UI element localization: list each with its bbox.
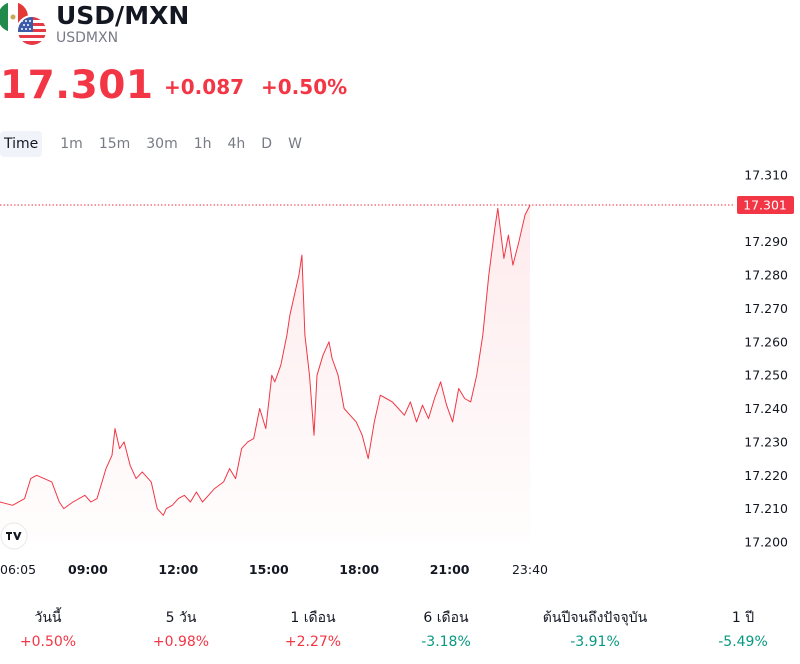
price-change: +0.087: [164, 75, 245, 99]
x-tick-label: 12:00: [158, 562, 198, 577]
price-axis: 17.31017.30017.29017.28017.27017.26017.2…: [744, 168, 788, 550]
price-area-fill: [0, 205, 531, 542]
x-tick-label: 23:40: [512, 562, 548, 577]
x-tick-label: 18:00: [339, 562, 379, 577]
perf-label: 1 ปี: [731, 610, 755, 626]
perf-value: -3.91%: [570, 634, 620, 650]
current-price-label: 17.301: [743, 198, 787, 213]
tab-15m[interactable]: 15m: [98, 136, 131, 152]
y-tick-label: 17.280: [744, 268, 788, 283]
perf-label: 5 วัน: [165, 610, 197, 626]
perf-ytd[interactable]: ต้นปีจนถึงปัจจุบัน -3.91%: [510, 607, 680, 653]
x-tick-label: 09:00: [68, 562, 108, 577]
perf-1-year[interactable]: 1 ปี -5.49%: [673, 607, 800, 653]
perf-label: ต้นปีจนถึงปัจจุบัน: [542, 610, 648, 626]
perf-today[interactable]: วันนี้ +0.50%: [0, 607, 118, 653]
perf-value: -3.18%: [421, 634, 471, 650]
current-price-marker: 17.301: [737, 196, 794, 214]
price-chart[interactable]: 17.31017.30017.29017.28017.27017.26017.2…: [0, 160, 800, 590]
us-flag-icon: [16, 15, 48, 47]
perf-value: +0.98%: [152, 634, 210, 650]
tab-4h[interactable]: 4h: [227, 136, 246, 152]
tab-d[interactable]: D: [261, 136, 273, 152]
symbol-header: USD/MXN USDMXN: [0, 0, 800, 60]
y-tick-label: 17.220: [744, 468, 788, 483]
last-price: 17.301: [0, 63, 154, 108]
x-tick-label: 06:05: [0, 562, 36, 577]
tradingview-logo-icon[interactable]: [0, 522, 28, 550]
y-tick-label: 17.310: [744, 168, 788, 183]
x-tick-label: 21:00: [430, 562, 470, 577]
y-tick-label: 17.270: [744, 301, 788, 316]
y-tick-label: 17.230: [744, 434, 788, 449]
timeframe-tabs: Time 1m 15m 30m 1h 4h D W: [0, 131, 310, 157]
perf-value: -5.49%: [718, 634, 768, 650]
time-axis: 06:05 09:00 12:00 15:00 18:00 21:00 23:40: [0, 562, 548, 577]
y-tick-label: 17.250: [744, 368, 788, 383]
perf-1-month[interactable]: 1 เดือน +2.27%: [243, 607, 383, 653]
tab-time[interactable]: Time: [0, 131, 43, 157]
y-tick-label: 17.290: [744, 234, 788, 249]
symbol-title: USD/MXN: [56, 1, 190, 30]
price-line: [0, 204, 531, 516]
tab-1m[interactable]: 1m: [60, 136, 83, 152]
symbol-subtitle: USDMXN: [56, 30, 119, 46]
price-change-percent: +0.50%: [261, 75, 348, 99]
y-tick-label: 17.260: [744, 334, 788, 349]
perf-label: วันนี้: [34, 610, 62, 626]
perf-6-months[interactable]: 6 เดือน -3.18%: [376, 607, 516, 653]
perf-value: +0.50%: [19, 634, 77, 650]
perf-value: +2.27%: [284, 634, 342, 650]
perf-label: 6 เดือน: [423, 610, 469, 626]
y-tick-label: 17.240: [744, 401, 788, 416]
current-price-tag: [737, 196, 794, 214]
perf-5-days[interactable]: 5 วัน +0.98%: [111, 607, 251, 653]
perf-label: 1 เดือน: [290, 610, 336, 626]
tab-w[interactable]: W: [288, 136, 302, 152]
y-tick-label: 17.200: [744, 535, 788, 550]
tab-30m[interactable]: 30m: [146, 136, 178, 152]
tab-1h[interactable]: 1h: [193, 136, 212, 152]
performance-bar: วันนี้ +0.50% 5 วัน +0.98% 1 เดือน +2.27…: [0, 607, 800, 659]
x-tick-label: 15:00: [249, 562, 289, 577]
y-tick-label: 17.210: [744, 501, 788, 516]
